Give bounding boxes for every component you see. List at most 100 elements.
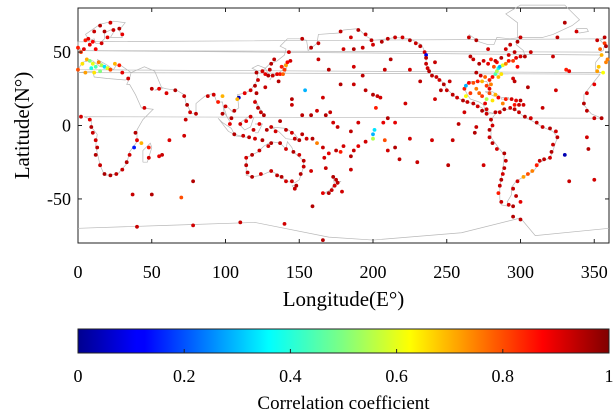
y-axis-title: Latitude(N°): [10, 72, 34, 180]
data-point: [468, 91, 473, 96]
data-point: [484, 83, 489, 88]
data-point: [331, 120, 336, 125]
data-point: [250, 153, 255, 157]
data-point: [554, 129, 558, 134]
data-point: [167, 138, 172, 143]
data-point: [278, 119, 282, 123]
data-point: [601, 70, 605, 75]
x-tick-label: 150: [286, 262, 313, 282]
data-point: [83, 38, 88, 43]
data-point: [290, 179, 294, 184]
data-point: [499, 56, 504, 60]
data-point: [503, 158, 508, 163]
data-point: [251, 127, 256, 132]
x-axis-title: Longitude(E°): [283, 287, 405, 311]
data-point: [250, 175, 255, 179]
data-point: [484, 111, 489, 116]
data-point: [537, 158, 542, 163]
data-point: [551, 54, 555, 59]
data-point: [422, 50, 427, 54]
data-point: [316, 57, 321, 62]
data-point: [194, 111, 198, 116]
data-point: [356, 28, 361, 32]
data-point: [542, 157, 546, 162]
data-point: [487, 91, 492, 96]
data-point: [503, 97, 508, 101]
data-point: [430, 73, 434, 78]
data-point: [515, 64, 520, 69]
data-point: [235, 97, 240, 101]
data-point: [278, 141, 282, 146]
data-point: [356, 120, 361, 125]
data-point: [418, 79, 423, 84]
data-point: [515, 179, 520, 184]
data-point: [492, 64, 496, 69]
data-point: [102, 29, 107, 34]
data-point: [285, 60, 290, 65]
data-point: [424, 61, 428, 66]
data-point: [105, 35, 110, 40]
data-point: [397, 157, 402, 162]
data-point: [467, 35, 471, 40]
data-point: [83, 70, 88, 75]
data-point: [408, 38, 412, 43]
data-point: [496, 75, 501, 79]
data-point: [477, 91, 482, 96]
data-point: [229, 116, 234, 121]
data-point: [446, 163, 451, 168]
data-point: [127, 153, 132, 157]
data-point: [323, 113, 328, 118]
data-point: [120, 70, 125, 75]
data-point: [500, 172, 505, 176]
data-point: [157, 154, 162, 159]
data-point: [269, 141, 274, 146]
data-point: [120, 167, 125, 172]
data-point: [382, 138, 387, 143]
data-point: [322, 155, 327, 160]
data-point: [76, 45, 80, 50]
data-point: [437, 78, 442, 82]
data-point: [526, 172, 530, 176]
data-point: [238, 220, 243, 225]
data-point: [334, 148, 338, 153]
data-point: [540, 125, 545, 129]
data-point: [382, 67, 387, 72]
data-point: [499, 177, 504, 182]
data-point: [598, 47, 602, 51]
data-point: [328, 110, 333, 115]
data-point: [549, 150, 554, 154]
data-point: [98, 163, 102, 168]
data-point: [489, 117, 493, 122]
data-point: [135, 138, 139, 143]
data-point: [300, 36, 305, 41]
data-point: [528, 116, 533, 121]
data-point: [490, 98, 495, 103]
data-point: [599, 53, 604, 57]
data-point: [245, 170, 250, 175]
data-point: [497, 64, 502, 69]
data-point: [272, 57, 277, 62]
data-point: [493, 72, 498, 76]
data-point: [269, 61, 274, 66]
data-point: [360, 45, 365, 50]
data-point: [326, 191, 331, 196]
data-point: [381, 120, 386, 125]
data-point: [483, 75, 487, 79]
data-point: [496, 95, 501, 100]
data-point: [509, 97, 514, 101]
data-point: [329, 188, 334, 193]
data-point: [292, 136, 297, 141]
data-point: [403, 101, 408, 106]
data-point: [592, 82, 597, 87]
data-point: [263, 72, 268, 76]
data-point: [511, 76, 515, 81]
data-point: [266, 73, 271, 78]
data-point: [462, 110, 467, 115]
data-point: [503, 61, 508, 66]
data-point: [238, 122, 243, 126]
data-point: [93, 153, 98, 157]
data-point: [523, 54, 527, 59]
data-point: [157, 86, 162, 91]
data-point: [290, 103, 294, 107]
data-point: [338, 29, 343, 34]
